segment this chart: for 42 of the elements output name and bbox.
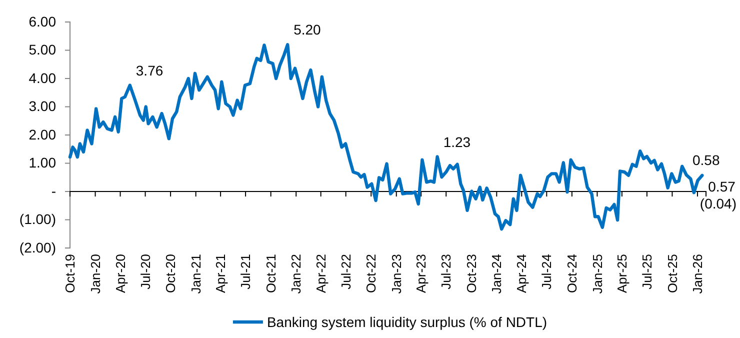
x-tick-label: Jul-23 bbox=[438, 254, 454, 290]
x-tick-label: Jul-24 bbox=[539, 254, 554, 290]
x-tick-label: Jul-25 bbox=[639, 254, 654, 290]
y-tick-label: 2.00 bbox=[28, 126, 56, 142]
x-tick-label: Jan-24 bbox=[489, 254, 504, 294]
x-tick-label: Oct-19 bbox=[62, 254, 78, 294]
x-tick-label: Apr-24 bbox=[514, 254, 530, 294]
x-tick-label: Apr-20 bbox=[112, 254, 128, 294]
annotation: 0.57 bbox=[708, 178, 736, 194]
x-tick-label: Oct-20 bbox=[163, 254, 178, 294]
y-tick-label: 3.00 bbox=[28, 98, 56, 114]
y-tick-label: - bbox=[51, 182, 56, 199]
y-tick-label: 4.00 bbox=[28, 70, 56, 86]
y-tick-label: (2.00) bbox=[19, 239, 56, 256]
x-tick-label: Apr-21 bbox=[213, 254, 228, 294]
annotation: 1.23 bbox=[443, 134, 471, 150]
x-tick-label: Apr-25 bbox=[614, 254, 630, 294]
x-tick-label: Jan-20 bbox=[88, 254, 103, 294]
annotation: 5.20 bbox=[294, 22, 322, 38]
x-tick-label: Jul-21 bbox=[238, 254, 254, 290]
x-tick-label: Apr-22 bbox=[313, 254, 328, 294]
legend-label: Banking system liquidity surplus (% of NDTL) bbox=[266, 314, 548, 330]
annotation: (0.04) bbox=[700, 196, 736, 212]
annotation: 0.58 bbox=[692, 152, 720, 168]
x-tick-label: Oct-21 bbox=[263, 254, 278, 294]
x-tick-label: Jul-20 bbox=[138, 254, 153, 290]
y-tick-label: 5.00 bbox=[28, 42, 56, 58]
x-tick-label: Jan-26 bbox=[690, 254, 706, 294]
y-tick-label: (1.00) bbox=[19, 211, 56, 228]
y-tick-label: 1.00 bbox=[28, 154, 56, 171]
x-tick-label: Jan-21 bbox=[188, 254, 204, 294]
x-tick-label: Oct-25 bbox=[664, 254, 680, 294]
x-tick-label: Jan-22 bbox=[288, 254, 304, 294]
y-tick-label: 6.00 bbox=[28, 13, 56, 30]
x-tick-label: Apr-23 bbox=[414, 254, 429, 294]
x-tick-label: Jul-22 bbox=[338, 254, 354, 290]
x-tick-label: Jan-23 bbox=[388, 254, 404, 294]
x-tick-label: Jan-25 bbox=[590, 254, 605, 294]
x-tick-label: Oct-22 bbox=[364, 254, 379, 294]
annotation: 3.76 bbox=[136, 62, 164, 78]
x-tick-label: Oct-23 bbox=[464, 254, 479, 294]
x-tick-label: Oct-24 bbox=[564, 254, 580, 294]
